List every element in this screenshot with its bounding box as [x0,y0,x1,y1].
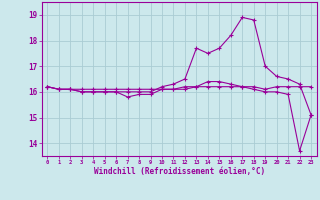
X-axis label: Windchill (Refroidissement éolien,°C): Windchill (Refroidissement éolien,°C) [94,167,265,176]
